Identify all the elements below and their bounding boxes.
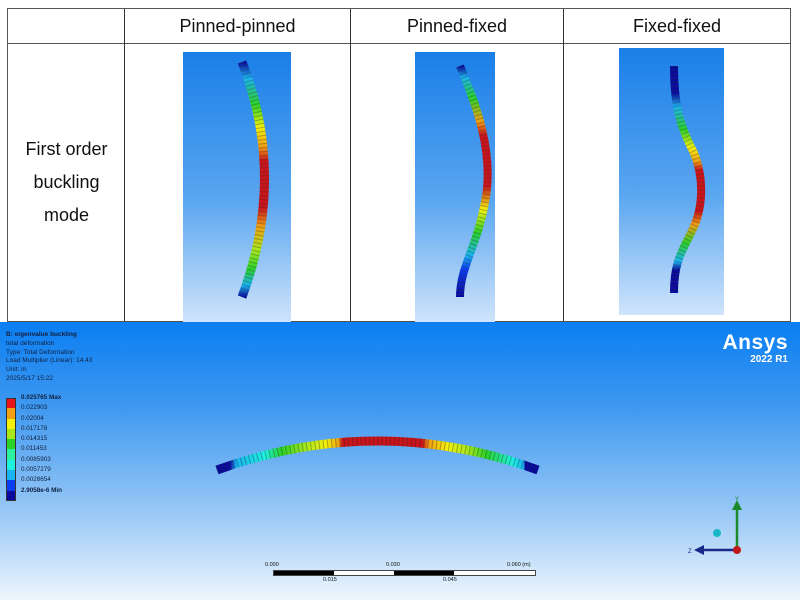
header-pinned-pinned: Pinned-pinned [179,15,296,36]
row-label-line: buckling [33,172,100,192]
header-fixed-fixed: Fixed-fixed [632,15,722,36]
beam-deformed-shape-fixed-fixed [670,65,706,294]
beam-deformed-model[interactable] [210,430,545,480]
brand-version: 2022 R1 [750,354,788,365]
legend-label: 2.9058e-6 Min [21,486,62,494]
thumbnail-fixed-fixed [619,48,724,315]
row-label: First order buckling mode [8,44,125,321]
scale-label: 0.060 (m) [507,562,531,568]
legend-swatch [6,398,16,409]
y-axis-label: Y [735,497,739,503]
result-title: B: eigenvalue buckling [6,331,77,338]
legend-label: 0.0028654 [21,476,51,484]
scale-segment [274,571,334,575]
axis-triad-icon: Y Z [688,497,742,555]
scale-label: 0.015 [323,577,337,583]
legend-swatch [6,428,16,440]
scale-segment [394,571,454,575]
result-subtitle: total deformation [6,339,55,347]
thumbnail-pinned-pinned [183,52,291,322]
legend-swatch [6,408,16,419]
beam-deformed-shape-pinned-pinned [237,60,269,299]
legend-swatch [6,459,16,471]
z-axis-label: Z [688,549,692,555]
legend-swatch [6,439,16,450]
legend-swatch [6,480,16,491]
legend-label: 0.014315 [21,435,48,443]
comparison-table: Pinned-pinned Pinned-fixed Fixed-fixed F… [7,8,791,322]
table-header-row: Pinned-pinned Pinned-fixed Fixed-fixed [8,9,790,44]
beam-deformed-shape-pinned-fixed [456,64,492,298]
scale-bar: 0.000 0.030 0.060 (m) 0.015 0.045 [265,562,536,583]
load-multiplier: Load Multiplier (Linear): 14.43 [6,357,93,365]
ansys-viewport[interactable]: B: eigenvalue buckling total deformation… [0,322,800,600]
legend-swatch [6,490,16,501]
column-divider [350,9,351,321]
column-divider [563,9,564,321]
scale-label: 0.030 [386,562,400,568]
row-label-line: First order [25,139,108,159]
legend-label: 0.017178 [21,424,48,432]
legend-label: 0.0085903 [21,455,51,463]
scale-label: 0.045 [443,577,457,583]
legend-label: 0.011453 [21,445,47,453]
column-divider [124,9,125,321]
scale-label: 0.000 [265,562,279,568]
result-timestamp: 2025/5/17 15:22 [6,374,53,382]
legend-label: 0.02004 [21,414,44,422]
legend-label: 0.022903 [21,404,48,412]
legend-swatch [6,470,16,481]
legend-label: 0.0057279 [21,466,51,474]
result-unit: Unit: m [6,366,27,374]
row-label-line: mode [43,205,89,225]
ansys-logo: Ansys 2022 R1 [722,332,788,366]
brand-name: Ansys [722,331,788,354]
scale-bar-graphic [273,570,536,576]
axis-triad[interactable]: Y Z [680,494,760,559]
thumbnail-pinned-fixed [415,52,495,322]
legend-label: 0.025765 Max [21,394,62,401]
result-type: Type: Total Deformation [6,348,75,356]
result-info: B: eigenvalue buckling total deformation… [6,331,92,384]
legend-swatch [6,418,16,429]
legend-swatch [6,449,16,460]
header-pinned-fixed: Pinned-fixed [406,15,508,36]
